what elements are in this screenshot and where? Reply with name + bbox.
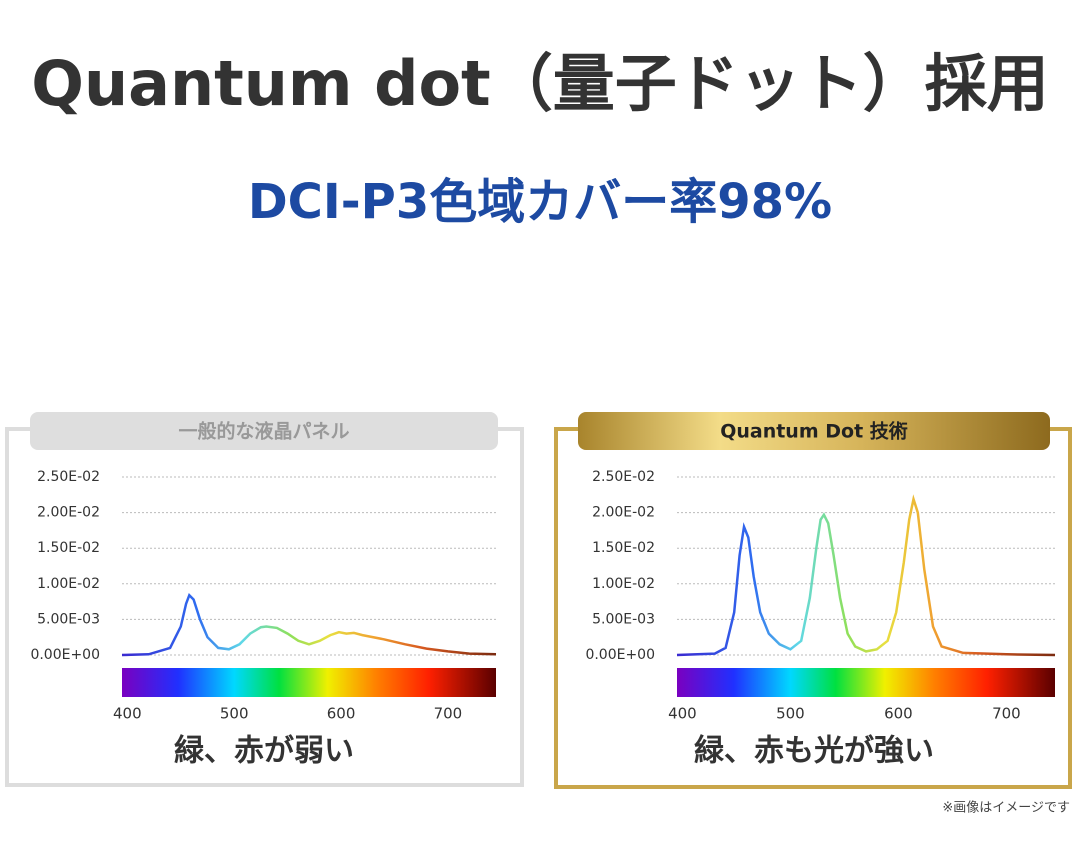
x-tick-label: 600 — [327, 705, 356, 723]
color-bar — [122, 668, 496, 697]
panel-header — [30, 412, 498, 450]
y-tick-label: 1.00E-02 — [592, 576, 655, 592]
y-tick-label: 0.00E+00 — [585, 647, 655, 663]
y-tick-label: 1.00E-02 — [37, 576, 100, 592]
caption: 緑、赤も光が強い — [694, 734, 934, 769]
panel-title: 一般的な液晶パネル — [178, 420, 349, 443]
x-tick-label: 700 — [434, 705, 463, 723]
y-tick-label: 0.00E+00 — [30, 647, 100, 663]
subtitle: DCI-P3色域カバー率98% — [248, 174, 832, 230]
y-tick-label: 1.50E-02 — [37, 540, 100, 556]
panel-header — [578, 412, 1050, 450]
y-tick-label: 2.50E-02 — [592, 469, 655, 485]
panel-title: Quantum Dot 技術 — [720, 420, 908, 443]
x-tick-label: 700 — [992, 705, 1021, 723]
y-tick-label: 2.00E-02 — [37, 505, 100, 521]
y-tick-label: 2.00E-02 — [592, 505, 655, 521]
caption: 緑、赤が弱い — [174, 734, 354, 769]
x-tick-label: 400 — [668, 705, 697, 723]
y-tick-label: 5.00E-03 — [592, 611, 655, 627]
spectrum-line — [121, 592, 497, 657]
color-bar — [677, 668, 1055, 697]
x-tick-label: 400 — [113, 705, 142, 723]
y-tick-label: 1.50E-02 — [592, 540, 655, 556]
x-tick-label: 500 — [220, 705, 249, 723]
y-tick-label: 2.50E-02 — [37, 469, 100, 485]
spectrum-line — [676, 494, 1056, 657]
y-tick-label: 5.00E-03 — [37, 611, 100, 627]
title: Quantum dot（量子ドット）採用 — [31, 47, 1048, 120]
x-tick-label: 600 — [884, 705, 913, 723]
x-tick-label: 500 — [776, 705, 805, 723]
note: ※画像はイメージです — [942, 801, 1070, 816]
